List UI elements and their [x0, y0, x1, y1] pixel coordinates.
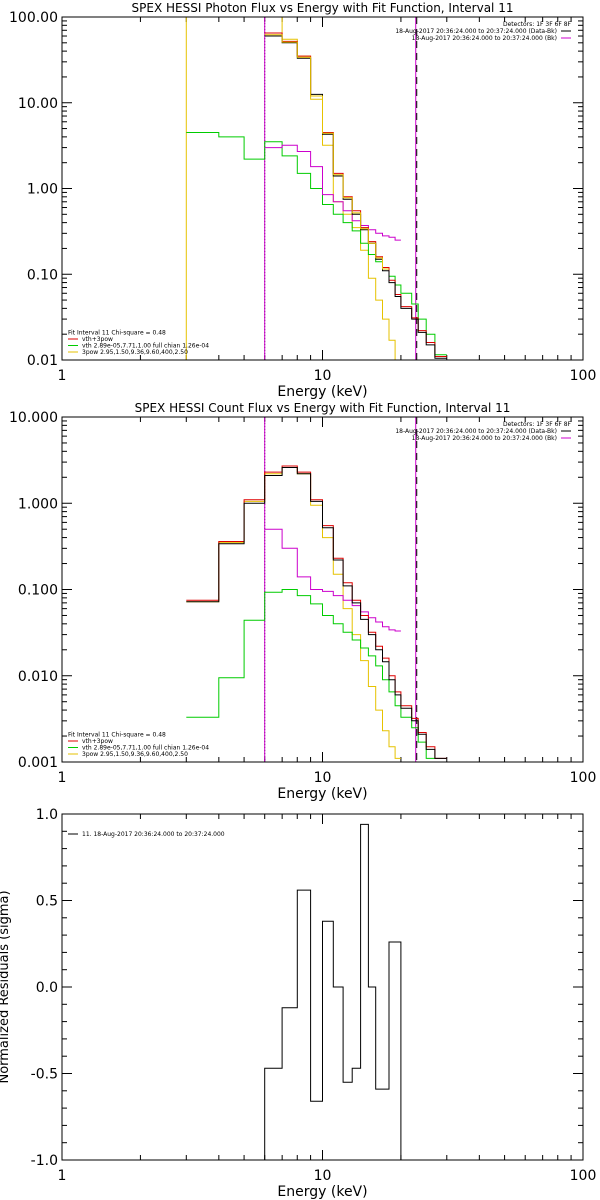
x-axis-label: Energy (keV) — [277, 384, 367, 400]
series-group — [264, 823, 417, 1160]
y-tick-label: -1.0 — [31, 1153, 58, 1169]
residuals-panel: Energy (keV) Normalized Residuals (sigma)… — [0, 807, 596, 1200]
x-tick-label: 100 — [570, 1168, 597, 1184]
y-tick-label: 0.001 — [18, 755, 58, 771]
histogram-series-2 — [264, 144, 401, 241]
legend-entry: 11. 18-Aug-2017 20:36:24.000 to 20:37:24… — [82, 831, 225, 838]
header-line: 18-Aug-2017 20:36:24.000 to 20:37:24.000… — [395, 428, 557, 435]
legend-entry: 3pow 2.95,1.50,9.36,9.60,400,2.50 — [82, 349, 188, 356]
plot-frame — [61, 813, 584, 1161]
y-tick-label: 0.10 — [27, 267, 58, 283]
legend-entry: Fit Interval 11 Chi-square = 0.48 — [68, 732, 166, 739]
histogram-series-0 — [186, 17, 401, 360]
header-line: 18-Aug-2017 20:36:24.000 to 20:37:24.000… — [395, 28, 557, 35]
x-tick-label: 100 — [570, 770, 597, 786]
x-tick-label: 1 — [58, 368, 67, 384]
y-axis-label: Normalized Residuals (sigma) — [0, 890, 12, 1083]
plot-frame — [61, 416, 584, 763]
histogram-series-4 — [186, 467, 447, 759]
x-tick-label: 1 — [58, 770, 67, 786]
legend-entry: vth 2.89e-05,7.71,1.00 full chian 1.26e-… — [82, 745, 209, 752]
x-axis-label: Energy (keV) — [277, 786, 367, 802]
chart-title: SPEX HESSI Photon Flux vs Energy with Fi… — [132, 1, 514, 15]
header-line: Detectors: 1F 3F 6F 8F — [503, 421, 572, 428]
y-tick-label: 1.000 — [18, 496, 58, 512]
x-tick-label: 10 — [314, 770, 332, 786]
y-tick-label: 10.000 — [9, 410, 58, 426]
y-tick-label: -0.5 — [31, 1067, 58, 1083]
y-tick-label: 1.0 — [36, 807, 58, 823]
x-tick-label: 1 — [58, 1168, 67, 1184]
legend-entry: 3pow 2.95,1.50,9.36,9.60,400,2.50 — [82, 751, 188, 758]
y-tick-label: 10.00 — [18, 96, 58, 112]
histogram-series-5 — [264, 34, 389, 270]
count-flux-panel: SPEX HESSI Count Flux vs Energy with Fit… — [9, 401, 596, 802]
x-axis-label: Energy (keV) — [277, 1184, 367, 1200]
y-tick-label: 1.00 — [27, 182, 58, 198]
histogram-series-0 — [264, 823, 417, 1160]
legend-entry: vth 2.89e-05,7.71,1.00 full chian 1.26e-… — [82, 343, 209, 350]
series-group — [186, 465, 447, 759]
legend-entry: vth+3pow — [82, 336, 113, 343]
legend-entry: vth+3pow — [82, 738, 113, 745]
y-tick-label: 0.0 — [36, 980, 58, 996]
histogram-series-3 — [186, 465, 447, 759]
x-tick-label: 10 — [314, 368, 332, 384]
y-tick-label: 0.01 — [27, 353, 58, 369]
y-tick-label: 0.5 — [36, 894, 58, 910]
series-group — [186, 17, 447, 360]
chart-title: SPEX HESSI Count Flux vs Energy with Fit… — [135, 401, 511, 415]
plot-frame — [61, 16, 584, 361]
header-line: 18-Aug-2017 20:36:24.000 to 20:37:24.000… — [412, 35, 557, 42]
photon-flux-panel: SPEX HESSI Photon Flux vs Energy with Fi… — [9, 1, 596, 400]
y-tick-label: 0.010 — [18, 669, 58, 685]
header-line: Detectors: 1F 3F 6F 8F — [503, 21, 572, 28]
y-tick-label: 0.100 — [18, 583, 58, 599]
histogram-series-1 — [186, 132, 447, 356]
histogram-series-3 — [264, 32, 447, 357]
legend-entry: Fit Interval 11 Chi-square = 0.48 — [68, 330, 166, 337]
x-tick-label: 100 — [570, 368, 597, 384]
y-tick-label: 100.00 — [9, 10, 58, 26]
x-tick-label: 10 — [314, 1168, 332, 1184]
histogram-series-4 — [264, 35, 447, 359]
histogram-series-1 — [186, 589, 435, 759]
header-line: 18-Aug-2017 20:36:24.000 to 20:37:24.000… — [412, 435, 557, 442]
